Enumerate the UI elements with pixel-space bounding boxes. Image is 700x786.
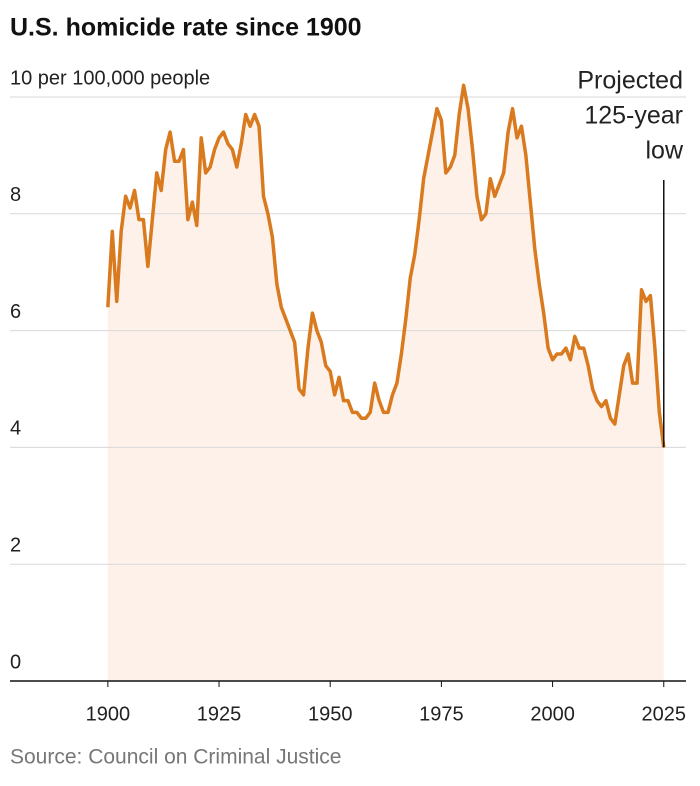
area: [107, 85, 664, 681]
y-tick-label: 0: [10, 651, 21, 673]
y-tick-label: 6: [10, 301, 21, 323]
x-tick-label: 1975: [419, 703, 464, 725]
annotation: Projected: [577, 67, 683, 95]
x-tick-label: 1900: [86, 703, 131, 725]
x-tick-label: 1925: [197, 703, 242, 725]
x-tick-label: 1950: [308, 703, 353, 725]
y-tick-label: 2: [10, 534, 21, 556]
annotation: 125-year: [584, 102, 683, 130]
x-tick-label: 2025: [642, 703, 687, 725]
x-tick-label: 2000: [530, 703, 575, 725]
line: [106, 83, 666, 448]
y-tick-label: 10 per 100,000 people: [10, 67, 210, 89]
chart-title: U.S. homicide rate since 1900: [10, 14, 362, 42]
source: Source: Council on Criminal Justice: [10, 746, 341, 769]
annotation: low: [645, 137, 683, 165]
y-tick-label: 4: [10, 418, 21, 440]
y-tick-label: 8: [10, 184, 21, 206]
